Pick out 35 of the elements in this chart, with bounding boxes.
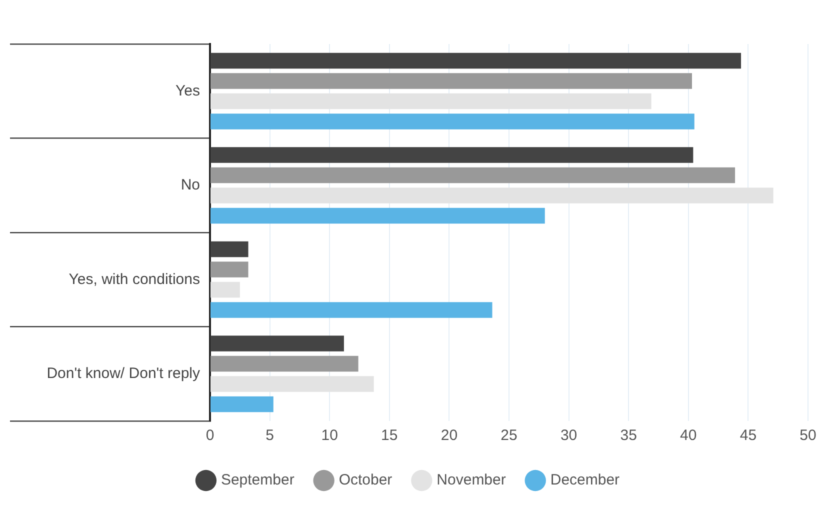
bar [210, 376, 374, 392]
bar [210, 336, 344, 352]
bar [210, 241, 248, 258]
y-tick-label: Don't know/ Don't reply [46, 365, 200, 382]
bar [210, 188, 774, 204]
x-tick-label: 45 [740, 427, 757, 444]
x-tick-label: 40 [680, 427, 697, 444]
legend-label: November [436, 472, 506, 489]
bar [210, 93, 652, 110]
bar [210, 147, 694, 163]
bar [210, 262, 248, 278]
legend-label: December [550, 472, 620, 489]
x-tick-label: 50 [800, 427, 816, 444]
legend-label: September [220, 472, 294, 489]
y-tick-label: Yes, with conditions [68, 270, 200, 288]
x-tick-label: 35 [620, 427, 637, 444]
y-tick-label: Yes [176, 82, 200, 100]
x-tick-label: 0 [206, 427, 214, 444]
bar [210, 396, 274, 412]
x-tick-label: 25 [500, 427, 518, 444]
x-tick-label: 5 [266, 427, 274, 444]
bar [210, 52, 742, 69]
bar [210, 302, 492, 318]
x-tick-label: 20 [440, 427, 458, 444]
bar [210, 282, 240, 298]
legend-label: October [338, 472, 392, 489]
bar [210, 73, 692, 89]
bar [210, 208, 545, 224]
bar [210, 114, 694, 130]
y-tick-label: No [180, 176, 200, 194]
x-tick-label: 30 [560, 427, 578, 444]
x-tick-label: 15 [381, 427, 398, 444]
bar [210, 356, 358, 372]
x-tick-label: 10 [321, 427, 338, 444]
bar [210, 167, 736, 184]
